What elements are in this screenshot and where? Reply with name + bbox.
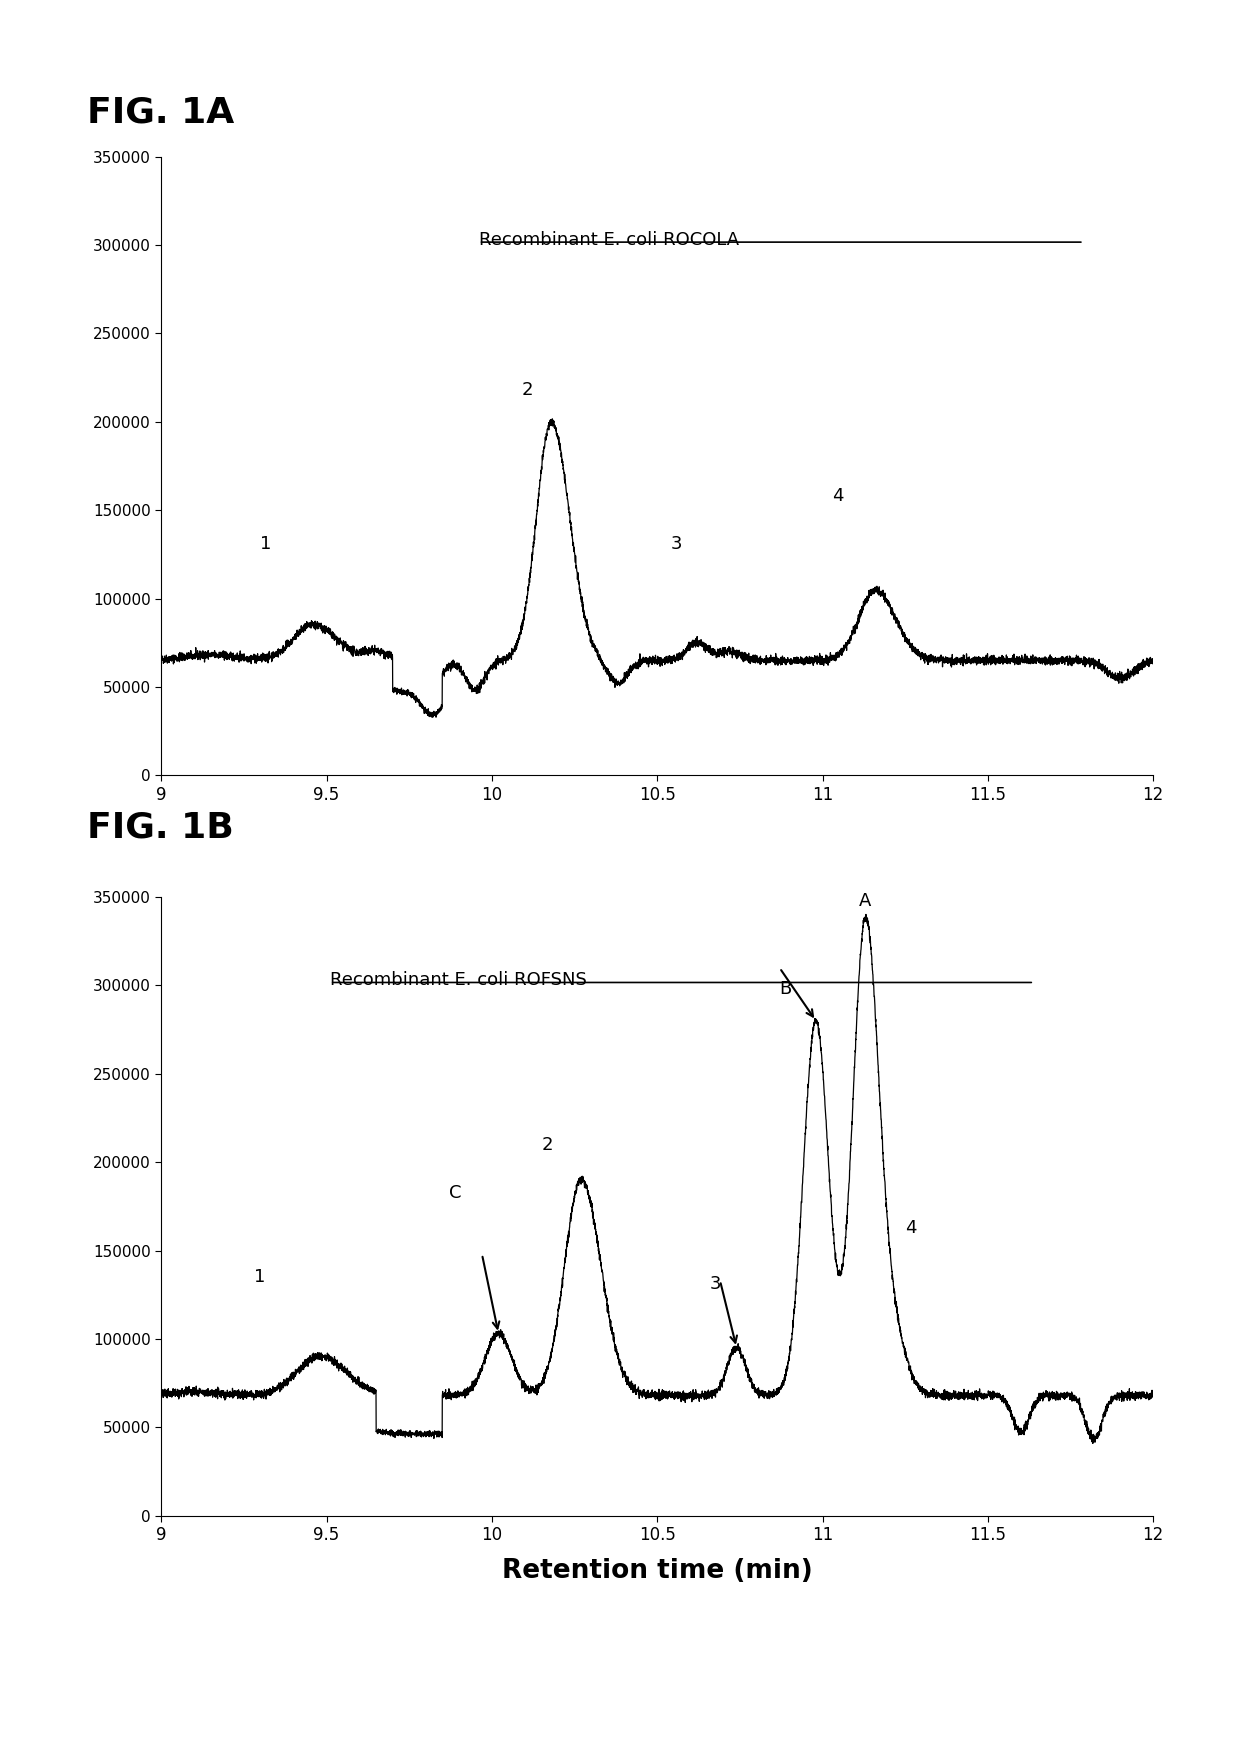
X-axis label: Retention time (min): Retention time (min) bbox=[502, 1557, 812, 1583]
Text: Recombinant E. coli ROFSNS: Recombinant E. coli ROFSNS bbox=[330, 972, 587, 989]
Text: FIG. 1A: FIG. 1A bbox=[87, 96, 234, 131]
Text: 4: 4 bbox=[905, 1219, 916, 1237]
Text: 3: 3 bbox=[671, 535, 682, 552]
Text: 4: 4 bbox=[832, 488, 844, 505]
Text: 1: 1 bbox=[254, 1268, 265, 1286]
Text: 2: 2 bbox=[522, 381, 533, 399]
Text: Recombinant E. coli ROCOLA: Recombinant E. coli ROCOLA bbox=[479, 232, 739, 249]
Text: B: B bbox=[780, 981, 792, 998]
Text: C: C bbox=[449, 1183, 461, 1202]
Text: 2: 2 bbox=[542, 1136, 553, 1153]
Text: FIG. 1B: FIG. 1B bbox=[87, 810, 233, 845]
Text: A: A bbox=[859, 892, 872, 909]
Text: 1: 1 bbox=[260, 535, 272, 552]
Text: 3: 3 bbox=[711, 1275, 722, 1293]
